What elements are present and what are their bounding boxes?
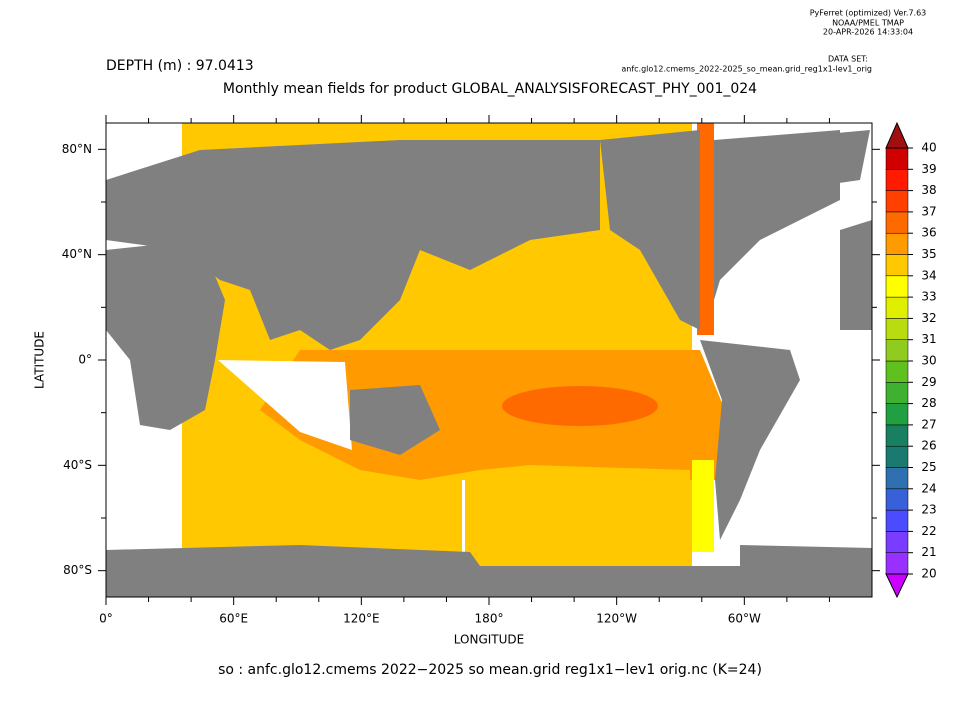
colorbar-bin bbox=[885, 318, 909, 340]
australia bbox=[350, 385, 440, 455]
colorbar-label: 34 bbox=[921, 268, 936, 282]
colorbar-label: 38 bbox=[921, 183, 936, 197]
colorbar-label: 35 bbox=[921, 247, 936, 261]
x-tick-label: 60°W bbox=[728, 612, 761, 626]
colorbar-bin bbox=[885, 147, 909, 170]
europe bbox=[840, 220, 872, 330]
footer: so : anfc.glo12.cmems 2022−2025 so mean.… bbox=[218, 662, 762, 678]
missing-region bbox=[218, 360, 352, 450]
colorbar-bin bbox=[885, 190, 909, 213]
colorbar-label: 30 bbox=[921, 354, 936, 368]
colorbar-label: 20 bbox=[921, 567, 936, 581]
field-region bbox=[692, 460, 714, 552]
field-region bbox=[502, 386, 658, 426]
colorbar-bin bbox=[885, 169, 909, 191]
colorbar-label: 33 bbox=[921, 290, 936, 304]
colorbar-label: 27 bbox=[921, 417, 936, 431]
colorbar-label: 26 bbox=[921, 439, 936, 453]
lab: NOAA/PMEL TMAP bbox=[832, 19, 904, 28]
colorbar-label: 22 bbox=[921, 524, 936, 538]
x-tick-label: 60°E bbox=[219, 612, 248, 626]
colorbar-label: 36 bbox=[921, 226, 936, 240]
colorbar-bin bbox=[885, 360, 909, 383]
colorbar-bin bbox=[885, 467, 909, 490]
colorbar-label: 25 bbox=[921, 460, 936, 474]
x-tick-label: 0° bbox=[99, 612, 113, 626]
colorbar-bin bbox=[885, 232, 909, 255]
land bbox=[106, 130, 872, 597]
x-axis-label: LONGITUDE bbox=[454, 633, 524, 647]
antarctica bbox=[106, 545, 872, 597]
y-tick-label: 0° bbox=[78, 353, 92, 367]
x-tick-label: 120°W bbox=[596, 612, 637, 626]
colorbar-label: 21 bbox=[921, 545, 936, 559]
x-tick-label: 120°E bbox=[343, 612, 380, 626]
colorbar-bin bbox=[885, 552, 909, 575]
y-tick-label: 80°S bbox=[63, 563, 92, 577]
software: PyFerret (optimized) Ver.7.63 bbox=[810, 9, 927, 18]
colorbar-label: 24 bbox=[921, 481, 936, 495]
colorbar-bin bbox=[885, 275, 909, 298]
colorbar-bin bbox=[885, 403, 909, 426]
y-tick-label: 80°N bbox=[62, 142, 92, 156]
dataset: anfc.glo12.cmems_2022-2025_so_mean.grid_… bbox=[621, 65, 872, 74]
dataset-label: DATA SET: bbox=[828, 55, 868, 64]
colorbar-bin bbox=[885, 382, 909, 404]
colorbar-label: 29 bbox=[921, 375, 936, 389]
y-axis-label: LATITUDE bbox=[33, 331, 47, 389]
colorbar-bin bbox=[885, 445, 909, 468]
colorbar-under bbox=[885, 573, 909, 599]
colorbar-label: 37 bbox=[921, 204, 936, 218]
y-tick-label: 40°N bbox=[62, 247, 92, 261]
colorbar-bin bbox=[885, 509, 909, 532]
africa bbox=[106, 240, 225, 430]
colorbar-label: 40 bbox=[921, 141, 936, 155]
colorbar-label: 23 bbox=[921, 503, 936, 517]
north-america bbox=[600, 130, 700, 330]
colorbar-bin bbox=[885, 531, 909, 553]
colorbar-label: 28 bbox=[921, 396, 936, 410]
y-tick-label: 40°S bbox=[63, 458, 92, 472]
missing-region bbox=[462, 480, 465, 565]
colorbar-over bbox=[885, 121, 909, 149]
eurasia bbox=[106, 140, 600, 350]
colorbar-bin bbox=[885, 424, 909, 447]
greenland bbox=[760, 130, 870, 190]
title: Monthly mean fields for product GLOBAL_A… bbox=[223, 81, 757, 97]
colorbar-bin bbox=[885, 339, 909, 362]
colorbar-label: 32 bbox=[921, 311, 936, 325]
colorbar-bin bbox=[885, 488, 909, 511]
x-tick-label: 180° bbox=[475, 612, 504, 626]
colorbar-bin bbox=[885, 211, 909, 234]
colorbar-label: 31 bbox=[921, 332, 936, 346]
field-region bbox=[697, 123, 714, 335]
colorbar-bin bbox=[885, 254, 909, 277]
date: 20-APR-2026 14:33:04 bbox=[823, 28, 913, 37]
colorbar-bin bbox=[885, 296, 909, 319]
depth: DEPTH (m) : 97.0413 bbox=[106, 58, 254, 74]
south-america bbox=[700, 340, 800, 540]
colorbar-label: 39 bbox=[921, 162, 936, 176]
